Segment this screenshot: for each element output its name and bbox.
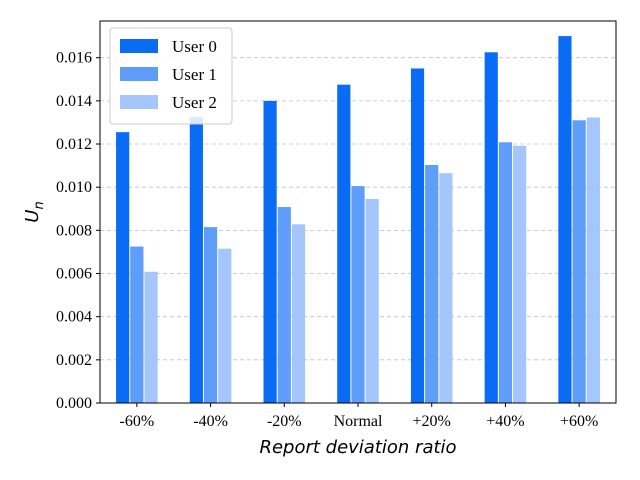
y-tick-label: 0.012 bbox=[56, 136, 92, 153]
bar-user-1-1 bbox=[203, 227, 218, 403]
legend-swatch bbox=[120, 67, 158, 81]
bar-user-1-2 bbox=[277, 207, 291, 403]
bar-user-2-4 bbox=[439, 173, 453, 403]
bar-user-0-6 bbox=[558, 36, 572, 403]
bar-user-1-3 bbox=[351, 186, 365, 403]
bar-user-1-4 bbox=[425, 164, 439, 403]
bar-user-0-2 bbox=[263, 100, 277, 404]
x-axis-title: Report deviation ratio bbox=[259, 437, 456, 458]
x-tick-label: -40% bbox=[193, 413, 228, 430]
bar-user-2-1 bbox=[218, 248, 232, 403]
y-tick-label: 0.004 bbox=[56, 309, 92, 326]
x-tick-label: +60% bbox=[560, 413, 598, 430]
y-tick-label: 0.008 bbox=[56, 222, 92, 239]
x-tick-label: Normal bbox=[334, 413, 383, 430]
bar-user-1-6 bbox=[572, 120, 586, 404]
x-axis-ticks: -60% -40% -20% Normal +20% +40% +60% bbox=[120, 403, 598, 430]
x-tick-label: -20% bbox=[267, 413, 302, 430]
legend-swatch bbox=[120, 95, 158, 109]
y-axis-ticks: 0.000 0.002 0.004 0.006 0.008 0.010 0.012 0.014… bbox=[56, 50, 100, 412]
bar-user-0-1 bbox=[189, 117, 203, 403]
y-tick-label: 0.000 bbox=[56, 395, 92, 412]
y-tick-label: 0.010 bbox=[56, 179, 92, 196]
legend-label: User 0 bbox=[172, 37, 217, 56]
bar-user-1-0 bbox=[130, 246, 144, 403]
x-tick-label: +20% bbox=[413, 413, 451, 430]
y-axis-title-base: U bbox=[22, 210, 43, 223]
bars bbox=[116, 36, 600, 404]
y-tick-label: 0.002 bbox=[56, 352, 92, 369]
y-tick-label: 0.014 bbox=[56, 93, 92, 110]
bar-user-1-5 bbox=[498, 142, 513, 403]
bar-user-0-5 bbox=[484, 52, 498, 403]
y-axis-title: Un bbox=[22, 201, 47, 222]
bar-user-2-0 bbox=[144, 271, 158, 403]
y-tick-label: 0.006 bbox=[56, 266, 92, 283]
legend-label: User 2 bbox=[172, 93, 217, 112]
bar-user-2-2 bbox=[291, 224, 306, 403]
legend-swatch bbox=[120, 39, 158, 53]
bar-user-2-6 bbox=[586, 117, 600, 403]
bar-user-2-3 bbox=[365, 199, 379, 403]
x-tick-label: +40% bbox=[486, 413, 524, 430]
x-tick-label: -60% bbox=[120, 413, 155, 430]
y-axis-title-subscript: n bbox=[32, 201, 47, 209]
y-tick-label: 0.016 bbox=[56, 50, 92, 67]
legend: User 0 User 1 User 2 bbox=[109, 27, 233, 125]
bar-user-0-4 bbox=[410, 68, 425, 403]
bar-user-2-5 bbox=[513, 145, 527, 403]
bar-user-0-3 bbox=[337, 84, 351, 404]
legend-label: User 1 bbox=[172, 65, 217, 84]
bar-user-0-0 bbox=[116, 132, 130, 403]
plot-frame bbox=[99, 20, 617, 404]
